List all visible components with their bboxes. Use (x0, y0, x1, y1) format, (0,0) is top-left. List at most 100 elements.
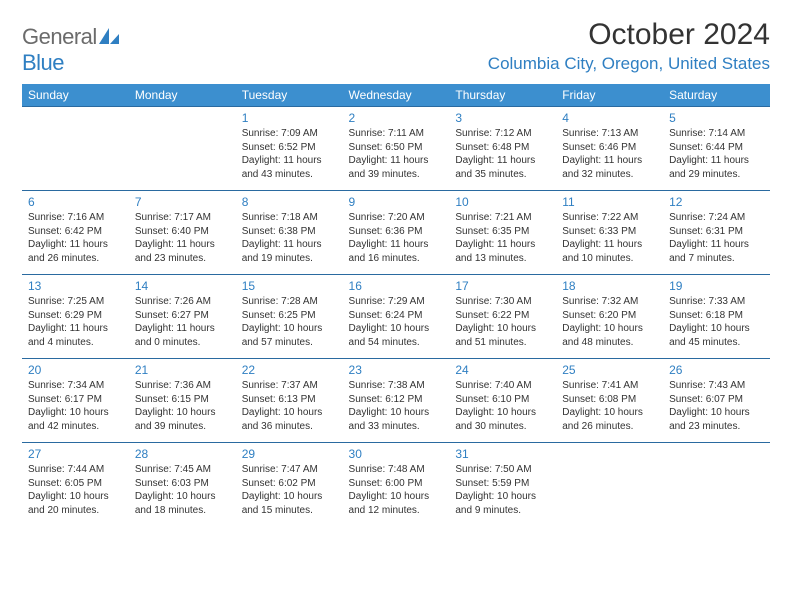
day-number: 19 (669, 278, 764, 294)
day-cell: 7Sunrise: 7:17 AMSunset: 6:40 PMDaylight… (129, 191, 236, 275)
day-cell: 18Sunrise: 7:32 AMSunset: 6:20 PMDayligh… (556, 275, 663, 359)
day-cell: 22Sunrise: 7:37 AMSunset: 6:13 PMDayligh… (236, 359, 343, 443)
daylight-text: Daylight: 10 hours (135, 490, 230, 504)
day-number: 21 (135, 362, 230, 378)
sunrise-text: Sunrise: 7:12 AM (455, 127, 550, 141)
sunset-text: Sunset: 6:29 PM (28, 309, 123, 323)
sunset-text: Sunset: 6:27 PM (135, 309, 230, 323)
empty-cell (22, 107, 129, 191)
day-number: 9 (349, 194, 444, 210)
calendar-body: 1Sunrise: 7:09 AMSunset: 6:52 PMDaylight… (22, 107, 770, 527)
daylight-text: Daylight: 11 hours (349, 238, 444, 252)
day-number: 27 (28, 446, 123, 462)
sunset-text: Sunset: 6:15 PM (135, 393, 230, 407)
sunrise-text: Sunrise: 7:30 AM (455, 295, 550, 309)
logo-text-gray: General (22, 24, 97, 49)
sunrise-text: Sunrise: 7:24 AM (669, 211, 764, 225)
daylight-text: and 26 minutes. (562, 420, 657, 434)
daylight-text: Daylight: 10 hours (135, 406, 230, 420)
daylight-text: Daylight: 10 hours (349, 322, 444, 336)
day-cell: 12Sunrise: 7:24 AMSunset: 6:31 PMDayligh… (663, 191, 770, 275)
day-cell: 8Sunrise: 7:18 AMSunset: 6:38 PMDaylight… (236, 191, 343, 275)
day-number: 11 (562, 194, 657, 210)
daylight-text: Daylight: 11 hours (242, 154, 337, 168)
title-block: October 2024 Columbia City, Oregon, Unit… (488, 18, 770, 74)
weekday-header: Monday (129, 84, 236, 107)
daylight-text: Daylight: 10 hours (28, 406, 123, 420)
sunrise-text: Sunrise: 7:26 AM (135, 295, 230, 309)
sunrise-text: Sunrise: 7:16 AM (28, 211, 123, 225)
daylight-text: Daylight: 10 hours (455, 322, 550, 336)
daylight-text: Daylight: 10 hours (669, 322, 764, 336)
day-number: 10 (455, 194, 550, 210)
daylight-text: Daylight: 10 hours (242, 406, 337, 420)
day-cell: 6Sunrise: 7:16 AMSunset: 6:42 PMDaylight… (22, 191, 129, 275)
daylight-text: and 33 minutes. (349, 420, 444, 434)
sunrise-text: Sunrise: 7:22 AM (562, 211, 657, 225)
day-cell: 10Sunrise: 7:21 AMSunset: 6:35 PMDayligh… (449, 191, 556, 275)
sunset-text: Sunset: 6:10 PM (455, 393, 550, 407)
sunset-text: Sunset: 6:24 PM (349, 309, 444, 323)
daylight-text: and 9 minutes. (455, 504, 550, 518)
sunset-text: Sunset: 6:25 PM (242, 309, 337, 323)
week-row: 27Sunrise: 7:44 AMSunset: 6:05 PMDayligh… (22, 443, 770, 527)
sunrise-text: Sunrise: 7:33 AM (669, 295, 764, 309)
logo-text: General Blue (22, 24, 119, 76)
day-number: 8 (242, 194, 337, 210)
day-number: 6 (28, 194, 123, 210)
day-number: 2 (349, 110, 444, 126)
daylight-text: and 42 minutes. (28, 420, 123, 434)
daylight-text: and 30 minutes. (455, 420, 550, 434)
day-number: 22 (242, 362, 337, 378)
sunrise-text: Sunrise: 7:32 AM (562, 295, 657, 309)
day-cell: 26Sunrise: 7:43 AMSunset: 6:07 PMDayligh… (663, 359, 770, 443)
location: Columbia City, Oregon, United States (488, 54, 770, 74)
sunrise-text: Sunrise: 7:43 AM (669, 379, 764, 393)
daylight-text: and 54 minutes. (349, 336, 444, 350)
daylight-text: Daylight: 11 hours (28, 238, 123, 252)
daylight-text: and 15 minutes. (242, 504, 337, 518)
day-cell: 27Sunrise: 7:44 AMSunset: 6:05 PMDayligh… (22, 443, 129, 527)
daylight-text: and 29 minutes. (669, 168, 764, 182)
sunset-text: Sunset: 6:40 PM (135, 225, 230, 239)
logo: General Blue (22, 24, 119, 76)
daylight-text: Daylight: 10 hours (242, 322, 337, 336)
header: General Blue October 2024 Columbia City,… (22, 18, 770, 76)
sunrise-text: Sunrise: 7:17 AM (135, 211, 230, 225)
day-cell: 15Sunrise: 7:28 AMSunset: 6:25 PMDayligh… (236, 275, 343, 359)
daylight-text: Daylight: 11 hours (242, 238, 337, 252)
sunrise-text: Sunrise: 7:45 AM (135, 463, 230, 477)
daylight-text: Daylight: 10 hours (349, 406, 444, 420)
day-cell: 20Sunrise: 7:34 AMSunset: 6:17 PMDayligh… (22, 359, 129, 443)
sunset-text: Sunset: 6:38 PM (242, 225, 337, 239)
day-cell: 23Sunrise: 7:38 AMSunset: 6:12 PMDayligh… (343, 359, 450, 443)
sunrise-text: Sunrise: 7:20 AM (349, 211, 444, 225)
sunrise-text: Sunrise: 7:34 AM (28, 379, 123, 393)
day-cell: 2Sunrise: 7:11 AMSunset: 6:50 PMDaylight… (343, 107, 450, 191)
daylight-text: and 35 minutes. (455, 168, 550, 182)
day-cell: 31Sunrise: 7:50 AMSunset: 5:59 PMDayligh… (449, 443, 556, 527)
sunset-text: Sunset: 6:07 PM (669, 393, 764, 407)
sunset-text: Sunset: 6:12 PM (349, 393, 444, 407)
daylight-text: and 0 minutes. (135, 336, 230, 350)
daylight-text: Daylight: 11 hours (669, 154, 764, 168)
day-cell: 1Sunrise: 7:09 AMSunset: 6:52 PMDaylight… (236, 107, 343, 191)
sunrise-text: Sunrise: 7:41 AM (562, 379, 657, 393)
logo-text-blue: Blue (22, 50, 64, 75)
weekday-header: Friday (556, 84, 663, 107)
daylight-text: and 45 minutes. (669, 336, 764, 350)
day-cell: 16Sunrise: 7:29 AMSunset: 6:24 PMDayligh… (343, 275, 450, 359)
day-number: 24 (455, 362, 550, 378)
sunset-text: Sunset: 6:31 PM (669, 225, 764, 239)
day-cell: 11Sunrise: 7:22 AMSunset: 6:33 PMDayligh… (556, 191, 663, 275)
day-number: 13 (28, 278, 123, 294)
day-number: 12 (669, 194, 764, 210)
sunrise-text: Sunrise: 7:25 AM (28, 295, 123, 309)
daylight-text: Daylight: 10 hours (455, 406, 550, 420)
sunset-text: Sunset: 6:46 PM (562, 141, 657, 155)
daylight-text: Daylight: 10 hours (562, 322, 657, 336)
day-number: 14 (135, 278, 230, 294)
sunset-text: Sunset: 5:59 PM (455, 477, 550, 491)
empty-cell (663, 443, 770, 527)
day-cell: 19Sunrise: 7:33 AMSunset: 6:18 PMDayligh… (663, 275, 770, 359)
